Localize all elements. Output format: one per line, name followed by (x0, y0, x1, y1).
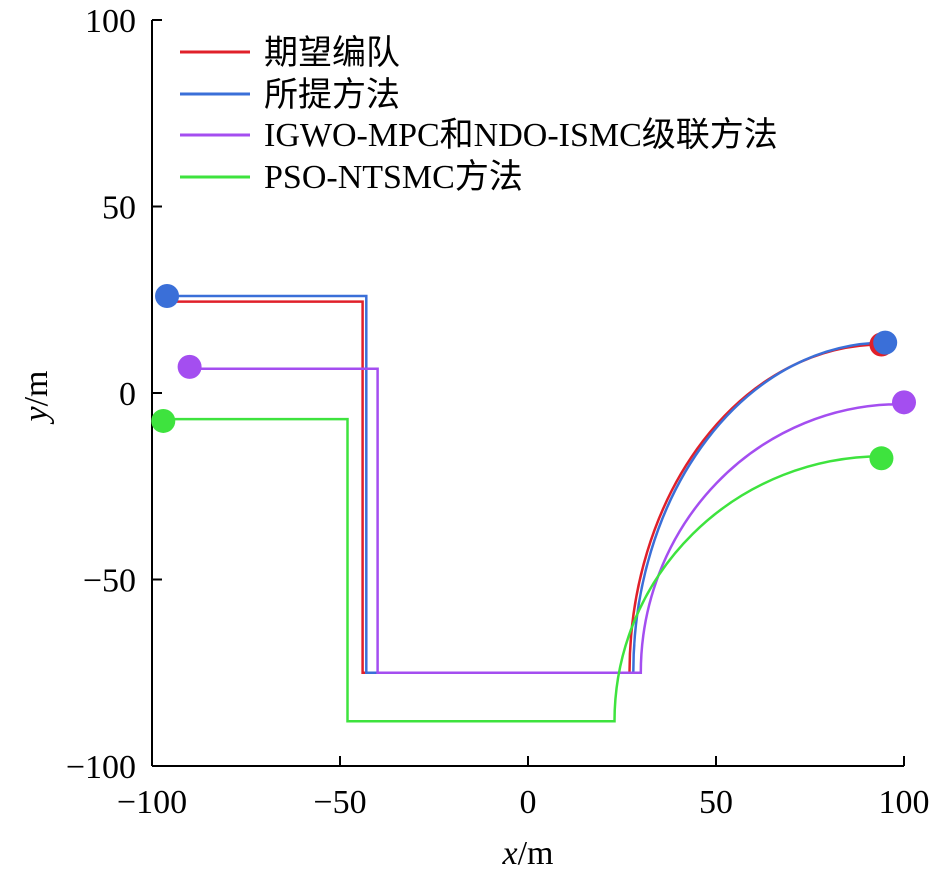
legend-label: IGWO-MPC和NDO-ISMC级联方法 (264, 116, 778, 154)
series-line (174, 294, 886, 675)
x-axis-ticks: −100 −50 0 50 100 (117, 756, 930, 821)
legend-item: 所提方法 (180, 76, 400, 114)
legend-label: 期望编队 (264, 34, 400, 72)
x-tick-label: 50 (699, 784, 733, 821)
legend: 期望编队 所提方法 IGWO-MPC和NDO-ISMC级联方法 PSO-NTSM… (180, 34, 778, 196)
y-tick-label: 0 (119, 376, 136, 413)
start-point-marker (155, 284, 180, 309)
start-point-marker (177, 354, 202, 379)
y-tick-label: 50 (102, 190, 136, 227)
legend-label: 所提方法 (264, 76, 400, 114)
series-line (193, 367, 901, 675)
y-axis-unit: /m (18, 371, 55, 407)
end-point-marker (869, 446, 894, 471)
series-line (174, 300, 882, 675)
start-point-marker (151, 408, 176, 433)
end-point-marker (873, 330, 898, 355)
y-axis-ticks: −100 −50 0 50 100 (66, 3, 162, 786)
x-axis-var: x (502, 835, 518, 872)
series-layer (151, 284, 916, 723)
y-axis-title: y/m (18, 371, 55, 425)
x-axis-unit: /m (518, 835, 554, 872)
series-line (167, 417, 882, 723)
y-axis-var: y (18, 406, 55, 425)
y-tick-label: 100 (85, 3, 136, 40)
x-tick-label: −100 (117, 784, 187, 821)
y-tick-label: −50 (83, 563, 136, 600)
y-tick-label: −100 (66, 749, 136, 786)
end-point-marker (892, 390, 916, 415)
x-tick-label: −50 (313, 784, 366, 821)
legend-item: IGWO-MPC和NDO-ISMC级联方法 (180, 116, 778, 154)
legend-item: PSO-NTSMC方法 (180, 158, 523, 196)
legend-item: 期望编队 (180, 34, 400, 72)
x-tick-label: 0 (520, 784, 537, 821)
x-tick-label: 100 (879, 784, 930, 821)
x-axis-title: x/m (502, 835, 554, 872)
legend-label: PSO-NTSMC方法 (264, 158, 523, 196)
